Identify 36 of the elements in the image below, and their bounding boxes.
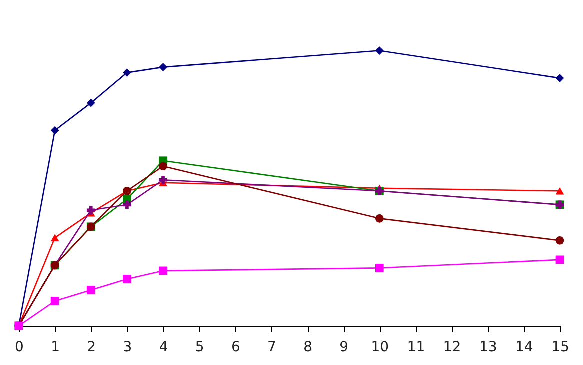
- x-tick-label: 1: [51, 340, 60, 356]
- point: [556, 256, 564, 264]
- x-tick-label: 11: [407, 340, 426, 356]
- point: [375, 46, 384, 55]
- x-tick-label: 2: [87, 340, 96, 356]
- point: [159, 176, 168, 184]
- point: [50, 234, 60, 242]
- x-tick-label: 12: [443, 340, 462, 356]
- x-tick-label: 14: [516, 340, 534, 356]
- point: [50, 126, 60, 135]
- x-tick-label: 8: [304, 340, 312, 356]
- point: [375, 214, 384, 223]
- x-tick-label: 13: [479, 340, 498, 356]
- x-tick-label: 6: [231, 340, 240, 356]
- point: [123, 275, 132, 284]
- point: [556, 236, 564, 245]
- point: [50, 297, 60, 306]
- point: [556, 74, 564, 82]
- point: [86, 98, 96, 108]
- point: [556, 188, 564, 195]
- x-tick-label: 4: [159, 340, 168, 356]
- x-tick-label: 15: [552, 340, 570, 356]
- point: [159, 162, 168, 171]
- point: [86, 286, 96, 294]
- point: [375, 264, 384, 272]
- point: [123, 200, 132, 210]
- point: [159, 266, 168, 276]
- x-tick-label: 5: [195, 340, 204, 356]
- x-tick-label: 10: [371, 340, 390, 356]
- x-tick-label: 3: [123, 340, 132, 356]
- x-tick-label: 0: [15, 340, 24, 356]
- point: [86, 206, 96, 215]
- x-tick-label: 7: [268, 340, 276, 356]
- point: [123, 68, 132, 77]
- x-tick-label: 9: [340, 340, 349, 356]
- point: [159, 63, 168, 72]
